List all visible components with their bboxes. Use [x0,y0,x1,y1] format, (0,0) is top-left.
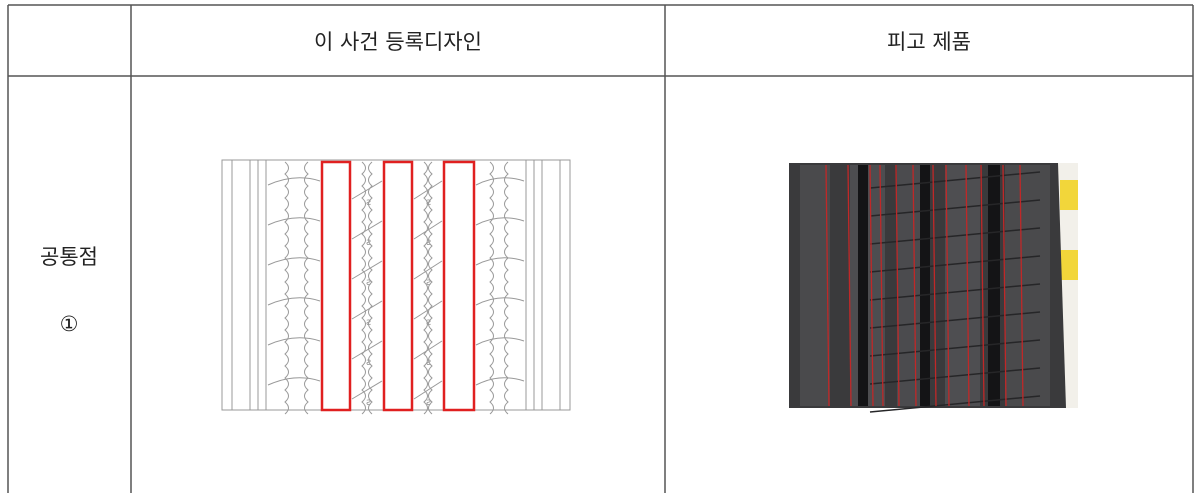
tread-sipe [267,257,321,266]
tread-mark: ƨ [426,317,431,328]
tire-rib [945,165,980,406]
column-header: 이 사건 등록디자인 [314,30,482,54]
tread-mark: ƨ [426,197,431,208]
tread-line [304,161,309,415]
tread-mark: ƨ [426,237,431,248]
tire-sipe [869,395,1041,413]
tread-sipe [267,297,321,306]
tire-sipe [869,171,1041,189]
tread-line [489,161,494,415]
highlight-line [945,164,950,407]
highlight-line [847,164,852,407]
tire-sipe [869,227,1041,245]
highlight-line [965,164,970,407]
tread-mark: ƨ [366,197,371,208]
column-header: 피고 제품 [887,30,971,54]
tread-line [284,161,289,415]
tread-mark: ƨ [366,357,371,368]
tire-sipe [869,283,1041,301]
tread-line [504,161,509,415]
tread-sipe [413,300,443,320]
row-label: 공통점 [40,245,98,269]
tread-sipe [475,217,525,226]
tire-sipe [869,199,1041,217]
tread-sipe [267,217,321,226]
tread-line [428,161,433,415]
tread-sipe [351,180,383,200]
tread-sipe [351,220,383,240]
tread-sipe [475,377,525,386]
tread-sipe [351,260,383,280]
design-drawing: ƨ ƨ ƨ ƨ ƨ ƨ ƨ ƨ ƨ ƨ ƨ ƨ [221,159,571,415]
tread-mark: ƨ [366,237,371,248]
highlight-line [912,164,917,407]
highlight-boxes [320,160,476,412]
tread-sipe [267,337,321,346]
tread-sipe [475,177,525,186]
tread-sipe [351,300,383,320]
tire-groove [920,165,930,406]
highlight-line [869,164,874,407]
tire-rib [800,165,830,406]
tread-sipe [413,380,443,400]
highlight-line [932,164,937,407]
highlight-line [895,164,900,407]
highlight-line [1002,164,1007,407]
table-grid [7,4,1194,493]
tire-groove [858,165,868,406]
tread-sipe [413,220,443,240]
tread-sipe [475,297,525,306]
product-photo [789,163,1078,413]
tread-sipe [413,340,443,360]
tread-mark: ƨ [426,397,431,408]
tread-sipe [267,177,321,186]
tire-sipe [869,255,1041,273]
tread-sipe [267,377,321,386]
tread-mark: ƨ [366,397,371,408]
tread-sipe [475,337,525,346]
tire-groove [988,165,1000,406]
tread-sipe [351,380,383,400]
highlight-line [1019,164,1024,407]
tread-sipe [413,180,443,200]
highlight-line [980,164,985,407]
highlight-line [879,164,884,407]
tread-mark: ƨ [426,357,431,368]
tread-mark: ƨ [426,277,431,288]
tread-sipe [413,260,443,280]
tread-sipe [351,340,383,360]
tread-mark: ƨ [366,277,371,288]
tread-line [368,161,373,415]
tread-mark: ƨ [366,317,371,328]
row-marker: ① [60,312,79,336]
tread-sipe [475,257,525,266]
highlight-line [825,164,830,407]
tread-line [423,161,428,415]
tread-line [361,161,366,415]
